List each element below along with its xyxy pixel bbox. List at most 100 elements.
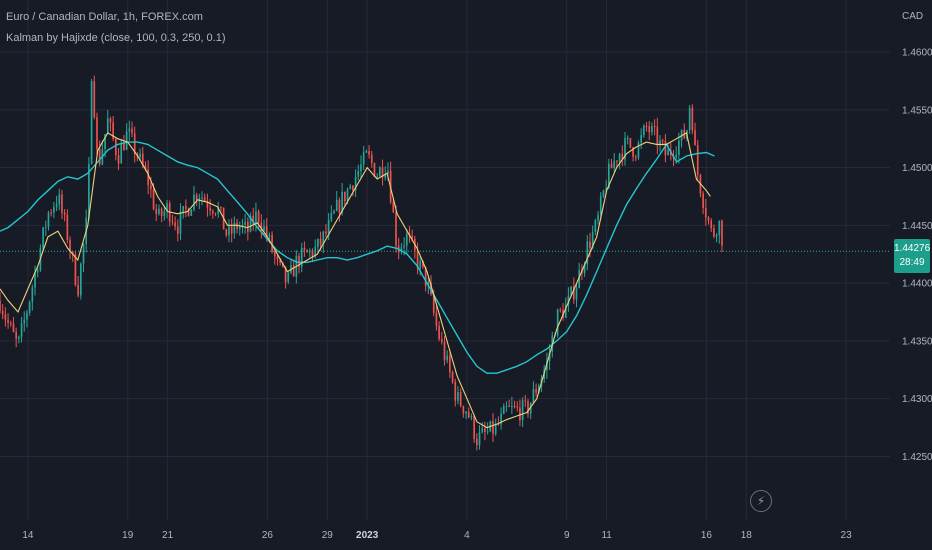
candle-body bbox=[31, 287, 34, 302]
candle-body bbox=[497, 423, 500, 425]
candle-body bbox=[688, 107, 691, 131]
candle-body bbox=[653, 126, 656, 128]
candle-body bbox=[443, 341, 446, 361]
candle-body bbox=[473, 416, 475, 439]
candle-body bbox=[532, 389, 535, 403]
candle-body bbox=[55, 204, 58, 207]
candle-body bbox=[69, 240, 71, 252]
candle-body bbox=[707, 217, 710, 221]
candle-body bbox=[589, 241, 591, 248]
candle-body bbox=[160, 208, 163, 217]
candle-body bbox=[626, 137, 629, 139]
candle-body bbox=[18, 336, 20, 339]
x-tick-label: 14 bbox=[22, 530, 34, 541]
time-axis[interactable]: 14 19 21 26 29 2023 4 9 11 16 18 23 bbox=[22, 530, 852, 541]
candle-body bbox=[187, 208, 190, 216]
candle-body bbox=[15, 331, 17, 339]
candle-body bbox=[648, 126, 651, 133]
candle-body bbox=[112, 122, 114, 139]
x-tick-label: 9 bbox=[564, 530, 570, 541]
x-tick-label: 29 bbox=[322, 530, 334, 541]
currency-label: CAD bbox=[902, 11, 923, 22]
candle-body bbox=[228, 226, 230, 236]
candle-body bbox=[77, 285, 79, 296]
candle-body bbox=[704, 207, 707, 218]
candle-body bbox=[715, 235, 718, 237]
candle-body bbox=[252, 215, 255, 225]
candle-body bbox=[193, 194, 195, 210]
candle-body bbox=[454, 381, 457, 401]
candle-body bbox=[201, 197, 203, 199]
y-tick-label: 1.43000 bbox=[902, 394, 932, 405]
candle-body bbox=[516, 406, 519, 408]
symbol-legend[interactable]: Euro / Canadian Dollar, 1h, FOREX.com bbox=[6, 11, 203, 23]
candle-body bbox=[405, 233, 408, 246]
candle-body bbox=[664, 141, 667, 156]
candle-body bbox=[330, 213, 333, 221]
candle-body bbox=[381, 167, 384, 178]
candle-body bbox=[357, 171, 360, 177]
candle-body bbox=[527, 401, 529, 414]
candle-body bbox=[230, 226, 233, 234]
candle-body bbox=[255, 211, 257, 225]
candle-body bbox=[338, 199, 341, 213]
candle-body bbox=[559, 309, 562, 311]
price-axis[interactable]: CAD 1.46000 1.45500 1.45000 1.44500 1.44000 1.… bbox=[902, 11, 932, 463]
candle-body bbox=[624, 138, 626, 160]
candle-body bbox=[174, 222, 176, 227]
candle-body bbox=[182, 206, 185, 212]
candle-body bbox=[23, 319, 26, 324]
candle-body bbox=[268, 234, 271, 237]
candle-body bbox=[451, 371, 454, 382]
candle-body bbox=[93, 81, 96, 118]
candle-body bbox=[176, 226, 179, 234]
candle-body bbox=[195, 194, 198, 200]
candle-body bbox=[44, 226, 47, 228]
candle-body bbox=[492, 421, 494, 434]
candle-body bbox=[241, 224, 244, 227]
candle-body bbox=[424, 266, 427, 287]
candle-body bbox=[306, 250, 308, 253]
last-price-value: 1.44276 bbox=[894, 243, 931, 255]
candle-body bbox=[61, 194, 63, 213]
candle-body bbox=[446, 355, 449, 361]
candle-body bbox=[607, 163, 610, 188]
candle-body bbox=[263, 226, 265, 232]
candle-body bbox=[343, 191, 346, 202]
candle-body bbox=[147, 169, 150, 186]
candle-body bbox=[591, 232, 594, 248]
candle-body bbox=[370, 154, 373, 164]
candle-body bbox=[284, 266, 287, 283]
candle-body bbox=[411, 235, 414, 239]
y-tick-label: 1.43500 bbox=[902, 336, 932, 347]
candle-body bbox=[325, 231, 327, 234]
candle-body bbox=[98, 148, 101, 165]
candle-body bbox=[150, 185, 152, 190]
candle-body bbox=[333, 210, 335, 214]
candle-body bbox=[651, 126, 653, 133]
candle-body bbox=[594, 220, 597, 233]
candle-body bbox=[500, 413, 502, 425]
candle-body bbox=[513, 405, 516, 407]
kalman-fast-line bbox=[0, 132, 711, 429]
candle-body bbox=[317, 238, 319, 247]
candle-body bbox=[152, 189, 155, 210]
candle-body bbox=[470, 416, 473, 418]
lightning-icon[interactable]: ⚡︎ bbox=[750, 490, 772, 512]
candle-body bbox=[125, 131, 128, 150]
candle-body bbox=[341, 191, 343, 213]
candle-body bbox=[656, 126, 659, 146]
candle-body bbox=[616, 160, 618, 162]
candle-body bbox=[519, 407, 521, 421]
candle-body bbox=[475, 438, 478, 446]
candle-body bbox=[96, 117, 98, 149]
candle-body bbox=[696, 145, 699, 175]
candle-body bbox=[575, 288, 578, 300]
indicator-legend[interactable]: Kalman by Hajixde (close, 100, 0.3, 250,… bbox=[6, 32, 226, 44]
candle-body bbox=[387, 170, 389, 174]
candle-body bbox=[403, 245, 405, 248]
candle-body bbox=[548, 351, 551, 361]
y-tick-label: 1.44000 bbox=[902, 279, 932, 290]
candle-body bbox=[618, 153, 621, 162]
